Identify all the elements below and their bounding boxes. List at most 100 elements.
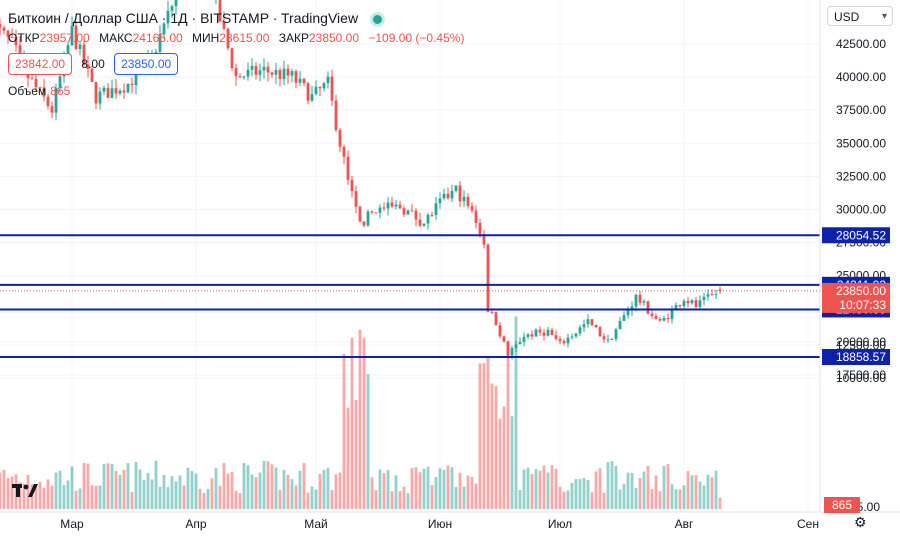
candle-body [642, 301, 646, 303]
candle-body [298, 78, 302, 83]
candle-body [494, 312, 498, 326]
candle-body [42, 87, 46, 97]
volume-bar [306, 492, 310, 509]
volume-bar [354, 399, 358, 509]
volume-bar [630, 473, 634, 509]
volume-bar [118, 474, 122, 509]
volume-bar [206, 488, 210, 509]
volume-tick-label: 12500.00 [836, 338, 886, 352]
volume-bar [578, 479, 582, 509]
candle-body [82, 44, 86, 65]
volume-bar [438, 468, 442, 509]
candle-body [618, 320, 622, 330]
bid-price[interactable]: 23842.00 [8, 53, 73, 75]
plot-area [0, 0, 820, 512]
volume-bar [626, 472, 630, 509]
volume-badge [824, 497, 860, 513]
volume-bar [434, 476, 438, 509]
volume-bar [186, 467, 190, 509]
candle-body [634, 294, 638, 307]
volume-bar [594, 471, 598, 509]
candle-body [406, 210, 410, 215]
candle-body [658, 319, 662, 321]
candle-body [706, 294, 710, 297]
x-tick-label: Апр [185, 517, 207, 531]
candle-body [110, 88, 114, 98]
volume-bar [710, 477, 714, 509]
volume-bar [530, 474, 534, 509]
volume-bar [170, 476, 174, 509]
volume-bar [606, 462, 610, 509]
candle-body [90, 68, 94, 82]
candle-body [50, 106, 54, 113]
volume-bar [418, 472, 422, 509]
candle-body [6, 30, 10, 37]
volume-bar [326, 467, 330, 509]
volume-bar [714, 470, 718, 509]
candle-body [686, 300, 690, 304]
candle-body [542, 332, 546, 336]
candle-body [58, 76, 62, 89]
price-level-label: 18858.57 [836, 350, 886, 364]
gear-icon[interactable]: ⚙ [854, 514, 867, 530]
candle-body [230, 48, 234, 69]
volume-bar [282, 469, 286, 509]
y-tick-label: 37500.00 [836, 103, 886, 117]
volume-bar [222, 462, 226, 509]
candle-body [546, 329, 550, 336]
volume-bar [234, 490, 238, 509]
candle-body [434, 203, 438, 215]
high-value: 24165.00 [132, 31, 183, 45]
price-level-label: 28054.52 [836, 228, 886, 242]
candle-body [322, 83, 326, 89]
candle-body [70, 25, 74, 46]
candle-body [710, 294, 714, 296]
candle-body [386, 202, 390, 209]
x-tick-label: Мар [60, 517, 84, 531]
volume-bar [274, 467, 278, 509]
symbol-name: Биткоин / Доллар США [8, 10, 158, 26]
candle-body [318, 86, 322, 89]
volume-tick-label: 5.00 [857, 500, 881, 514]
candle-body [242, 76, 246, 78]
volume-bar [618, 489, 622, 509]
candle-body [18, 45, 22, 54]
candle-body [598, 327, 602, 337]
volume-bar [66, 480, 70, 509]
volume-bar [678, 489, 682, 509]
open-label: ОТКР [8, 31, 40, 45]
volume-bar [590, 492, 594, 509]
candle-body [34, 79, 38, 88]
volume-bar [162, 475, 166, 509]
symbol-legend[interactable]: Биткоин / Доллар США · 1Д · BITSTAMP · T… [8, 10, 385, 27]
volume-bar [650, 489, 654, 509]
volume-legend[interactable]: Объем 865 [8, 84, 70, 98]
volume-bar [102, 463, 106, 509]
candle-body [334, 100, 338, 131]
volume-bar [686, 470, 690, 509]
volume-bar [586, 480, 590, 509]
volume-bar [130, 492, 134, 509]
volume-bar [694, 475, 698, 509]
volume-bar [62, 485, 66, 509]
candle-body [382, 207, 386, 209]
volume-bar [658, 491, 662, 509]
currency-select[interactable]: USD ▾ [827, 6, 893, 26]
tradingview-logo-icon[interactable] [12, 481, 40, 501]
price-level-badge [822, 349, 890, 366]
candle-body [474, 210, 478, 224]
candle-body [94, 81, 98, 104]
candle-body [442, 193, 446, 199]
volume-bar [654, 475, 658, 509]
volume-bar [238, 493, 242, 509]
volume-bar [422, 468, 426, 509]
volume-bar [34, 486, 38, 509]
volume-bar [22, 483, 26, 509]
candle-body [314, 86, 318, 95]
ask-price[interactable]: 23850.00 [114, 53, 179, 75]
candle-body [502, 336, 506, 342]
y-tick-label: 35000.00 [836, 136, 886, 150]
volume-bar [574, 479, 578, 509]
candle-body [454, 185, 458, 191]
